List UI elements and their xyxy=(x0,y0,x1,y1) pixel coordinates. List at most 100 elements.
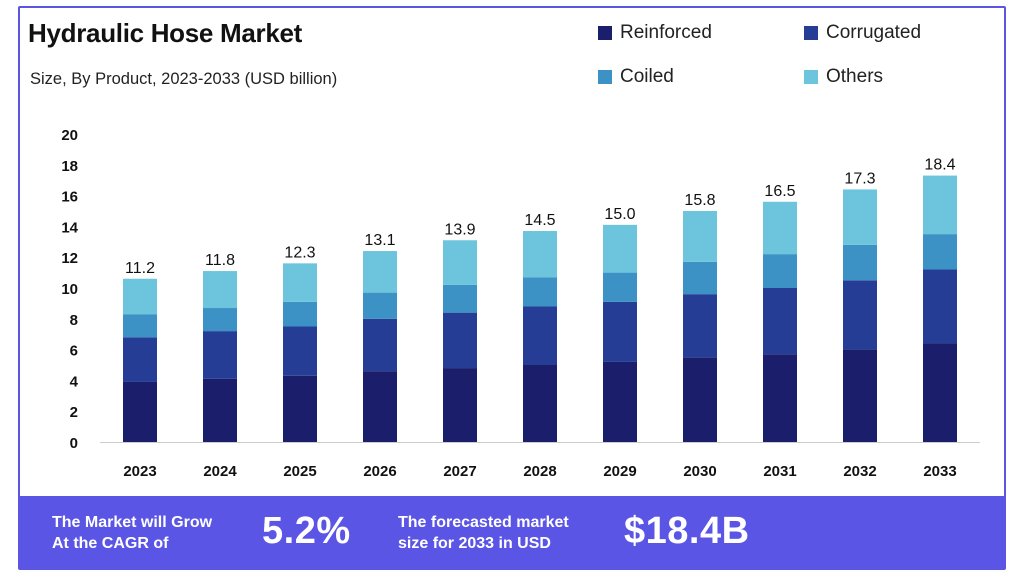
total-label-2024: 11.8 xyxy=(205,252,235,269)
chart-subtitle: Size, By Product, 2023-2033 (USD billion… xyxy=(30,70,338,88)
x-tick-label-2024: 2024 xyxy=(203,463,237,480)
bar-segment-others-2025 xyxy=(283,263,317,302)
cagr-value: 5.2% xyxy=(262,510,351,552)
y-tick-label: 2 xyxy=(70,404,78,421)
forecast-value: $18.4B xyxy=(624,510,750,552)
y-tick-label: 6 xyxy=(70,343,78,360)
bar-segment-corrugated-2029 xyxy=(603,301,637,362)
x-tick-label-2031: 2031 xyxy=(763,463,796,480)
bar-segment-coiled-2031 xyxy=(763,254,797,288)
x-tick-label-2027: 2027 xyxy=(443,463,476,480)
bar-segment-reinforced-2028 xyxy=(523,365,557,442)
legend-label-reinforced: Reinforced xyxy=(620,22,712,43)
x-tick-label-2025: 2025 xyxy=(283,463,316,480)
bar-segment-reinforced-2030 xyxy=(683,357,717,442)
bar-segment-others-2031 xyxy=(763,201,797,255)
x-tick-label-2026: 2026 xyxy=(363,463,396,480)
bar-segment-reinforced-2031 xyxy=(763,354,797,442)
bar-segment-corrugated-2032 xyxy=(843,280,877,350)
bar-segment-others-2029 xyxy=(603,224,637,273)
bar-segment-coiled-2025 xyxy=(283,301,317,327)
bar-segment-coiled-2027 xyxy=(443,284,477,313)
x-tick-label-2030: 2030 xyxy=(683,463,716,480)
forecast-label: The forecasted market size for 2033 in U… xyxy=(398,512,569,554)
total-label-2028: 14.5 xyxy=(524,212,555,229)
total-label-2030: 15.8 xyxy=(684,192,715,209)
y-tick-label: 12 xyxy=(61,250,78,267)
cagr-label-line2: At the CAGR of xyxy=(52,535,169,552)
bar-segment-corrugated-2027 xyxy=(443,312,477,369)
bar-segment-others-2023 xyxy=(123,278,157,315)
legend-item-corrugated: Corrugated xyxy=(804,22,921,44)
bar-segment-coiled-2033 xyxy=(923,234,957,270)
total-label-2026: 13.1 xyxy=(364,232,395,249)
bar-segment-corrugated-2024 xyxy=(203,331,237,379)
bar-segment-corrugated-2033 xyxy=(923,269,957,344)
x-tick-label-2023: 2023 xyxy=(123,463,156,480)
bar-segment-reinforced-2026 xyxy=(363,371,397,442)
forecast-label-line1: The forecasted market xyxy=(398,514,569,531)
y-tick-label: 14 xyxy=(61,219,78,236)
bar-segment-coiled-2029 xyxy=(603,272,637,302)
x-tick-label-2029: 2029 xyxy=(603,463,636,480)
stacked-bar-chart: 0 2 4 6 8 10 12 14 16 18 20 11.2 2023 11.8 2024 12.3 202… xyxy=(61,127,980,480)
bar-segment-corrugated-2030 xyxy=(683,294,717,358)
bar-segment-others-2028 xyxy=(523,231,557,278)
bar-segment-coiled-2030 xyxy=(683,261,717,295)
total-label-2031: 16.5 xyxy=(764,183,795,200)
bar-segment-others-2026 xyxy=(363,251,397,293)
bar-segment-others-2024 xyxy=(203,271,237,309)
bar-segment-coiled-2023 xyxy=(123,314,157,338)
forecast-label-line2: size for 2033 in USD xyxy=(398,535,551,552)
cagr-label-line1: The Market will Grow xyxy=(52,514,213,531)
bar-segment-corrugated-2025 xyxy=(283,326,317,376)
y-tick-label: 4 xyxy=(70,373,79,390)
y-tick-label: 16 xyxy=(61,189,78,206)
y-tick-label: 18 xyxy=(61,158,78,175)
bar-segment-reinforced-2033 xyxy=(923,343,957,442)
bar-segment-others-2030 xyxy=(683,211,717,262)
x-tick-label-2033: 2033 xyxy=(923,463,956,480)
bar-segment-corrugated-2023 xyxy=(123,337,157,382)
bar-segment-others-2033 xyxy=(923,175,957,235)
y-tick-label: 20 xyxy=(61,127,78,144)
bar-segment-corrugated-2028 xyxy=(523,306,557,365)
chart-title: Hydraulic Hose Market xyxy=(28,18,303,48)
legend-label-others: Others xyxy=(826,66,884,87)
bar-segment-coiled-2024 xyxy=(203,308,237,332)
cagr-label: The Market will Grow At the CAGR of xyxy=(52,512,212,554)
summary-banner: The Market will Grow At the CAGR of 5.2%… xyxy=(20,496,1004,568)
bar-segment-coiled-2032 xyxy=(843,244,877,281)
y-tick-label: 8 xyxy=(70,312,78,329)
legend-item-coiled: Coiled xyxy=(598,66,674,88)
legend-swatch-corrugated xyxy=(804,26,818,40)
bar-segment-corrugated-2026 xyxy=(363,318,397,372)
chart-frame: Hydraulic Hose Market Size, By Product, … xyxy=(18,6,1006,570)
y-tick-label: 10 xyxy=(61,281,78,298)
bar-segment-reinforced-2027 xyxy=(443,368,477,442)
legend-label-corrugated: Corrugated xyxy=(826,22,922,43)
total-label-2029: 15.0 xyxy=(604,206,635,223)
legend-item-others: Others xyxy=(804,66,883,88)
legend-swatch-reinforced xyxy=(598,26,612,40)
legend-label-coiled: Coiled xyxy=(620,66,674,87)
bar-segment-reinforced-2024 xyxy=(203,378,237,442)
bar-segment-coiled-2026 xyxy=(363,292,397,319)
total-label-2023: 11.2 xyxy=(125,260,155,277)
bar-segment-reinforced-2023 xyxy=(123,381,157,442)
legend-swatch-coiled xyxy=(598,70,612,84)
total-label-2033: 18.4 xyxy=(924,157,955,174)
y-tick-label: 0 xyxy=(70,435,78,452)
bar-segment-reinforced-2025 xyxy=(283,375,317,442)
x-tick-label-2028: 2028 xyxy=(523,463,556,480)
total-label-2032: 17.3 xyxy=(844,170,875,187)
bar-segment-reinforced-2029 xyxy=(603,361,637,442)
bar-segment-coiled-2028 xyxy=(523,277,557,307)
bar-segment-corrugated-2031 xyxy=(763,288,797,355)
legend-swatch-others xyxy=(804,70,818,84)
bar-segment-others-2027 xyxy=(443,240,477,285)
legend: Reinforced Corrugated Coiled Others xyxy=(598,22,998,102)
legend-item-reinforced: Reinforced xyxy=(598,22,712,44)
bar-segment-reinforced-2032 xyxy=(843,349,877,442)
bar-segment-others-2032 xyxy=(843,189,877,245)
